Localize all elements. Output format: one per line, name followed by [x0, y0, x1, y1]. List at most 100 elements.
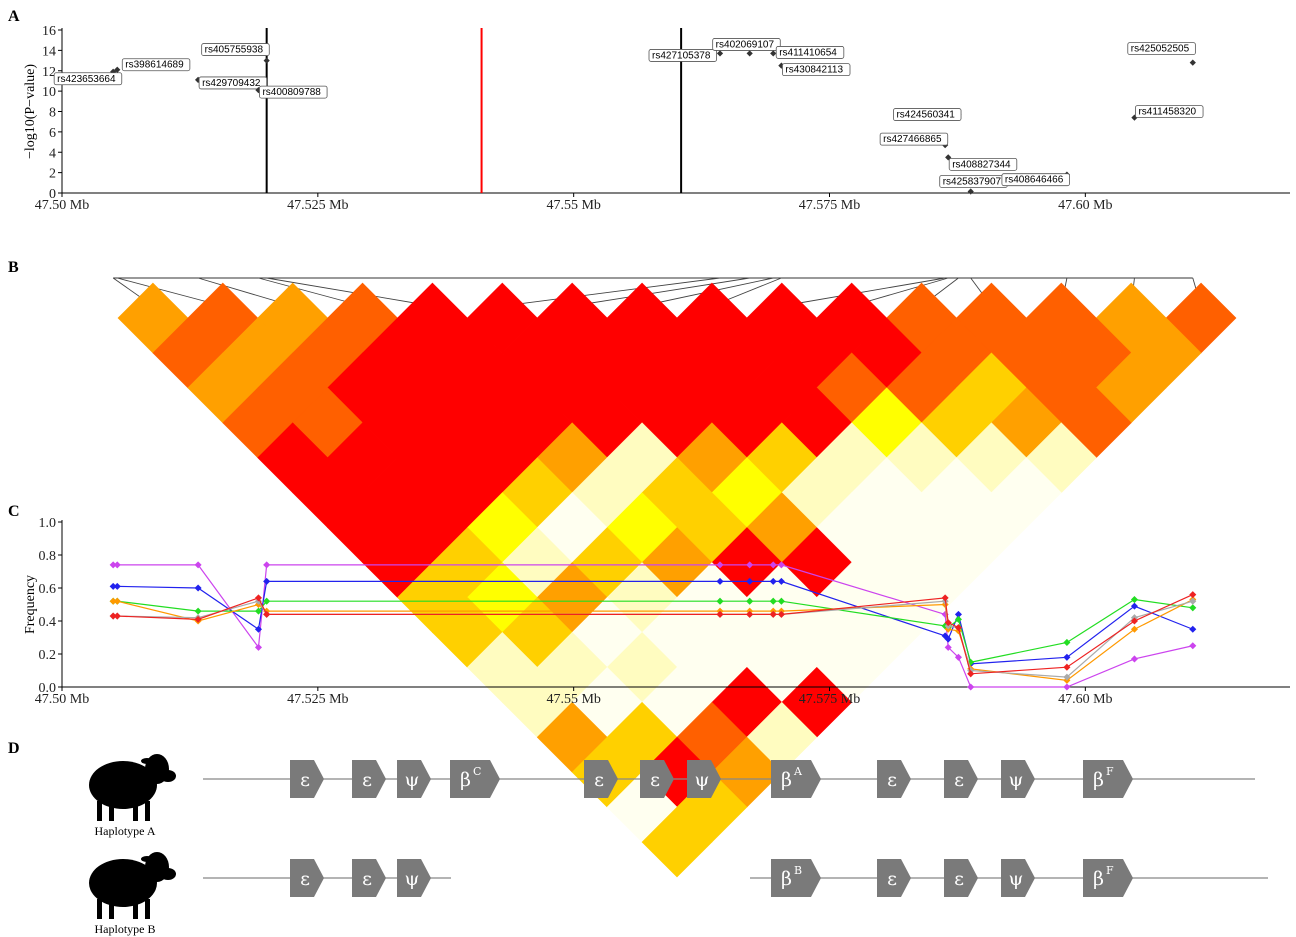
- frequency-point: [1063, 638, 1071, 646]
- frequency-point: [109, 597, 117, 605]
- y-tick-label: 8: [49, 106, 56, 121]
- frequency-point: [1130, 596, 1138, 604]
- frequency-point: [777, 597, 785, 605]
- snp-label: rs429709432: [202, 78, 261, 89]
- gene-block: [397, 760, 431, 798]
- sheep-ear: [141, 758, 153, 764]
- frequency-point: [263, 610, 271, 618]
- frequency-series-line: [113, 598, 1193, 663]
- haplotype-frequency-plot: 0.0 0.2 0.4 0.6 0.8 1.0 47.50 Mb 47.525 Mb 47.55…: [23, 516, 1290, 707]
- x-tick-label: 47.55 Mb: [546, 692, 600, 707]
- sheep-leg: [109, 899, 114, 919]
- y-axis-title: Frequency: [23, 575, 38, 634]
- sheep-leg: [133, 899, 138, 919]
- snp-label-box: [775, 46, 845, 59]
- y-tick-label: 2: [49, 167, 56, 182]
- snp-point: [770, 50, 777, 57]
- frequency-point: [769, 597, 777, 605]
- snp-label-box: [53, 72, 123, 86]
- sheep-leg: [97, 899, 102, 919]
- snp-label: rs425052505: [1131, 44, 1190, 55]
- sheep-leg: [145, 801, 150, 821]
- snp-label-box: [893, 108, 962, 121]
- gene-block: [771, 760, 821, 798]
- gene-symbol: ε: [954, 769, 964, 791]
- y-tick-label: 0.0: [39, 681, 57, 696]
- frequency-point: [113, 582, 121, 590]
- gene-symbol: ε: [300, 868, 310, 890]
- snp-point: [1189, 59, 1196, 66]
- panel-label-c: C: [8, 503, 20, 520]
- gene-symbol: ε: [650, 769, 660, 791]
- gene-block: [1001, 760, 1035, 798]
- sheep-leg: [97, 801, 102, 821]
- x-tick-label: 47.60 Mb: [1058, 198, 1112, 213]
- frequency-point: [944, 643, 952, 651]
- x-tick-label: 47.50 Mb: [35, 692, 89, 707]
- frequency-point: [777, 561, 785, 569]
- snp-label-box: [1135, 105, 1204, 119]
- y-tick-label: 12: [42, 65, 56, 80]
- gene-symbol: ε: [594, 769, 604, 791]
- frequency-point: [716, 610, 724, 618]
- snp-label-box: [648, 49, 718, 62]
- y-tick-label: 1.0: [39, 516, 57, 531]
- snp-label: rs411410654: [779, 47, 837, 58]
- sheep-leg: [145, 899, 150, 919]
- gene-block: [290, 760, 324, 798]
- y-tick-label: 6: [49, 126, 56, 141]
- sheep-leg: [109, 801, 114, 821]
- gene-block: [771, 859, 821, 897]
- snp-label-box: [259, 85, 328, 99]
- frequency-point: [716, 597, 724, 605]
- frequency-point: [263, 597, 271, 605]
- sheep-icon: [89, 754, 176, 821]
- gene-block: [1001, 859, 1035, 897]
- panel-label-d: D: [8, 740, 20, 757]
- ld-heatmap: [112, 277, 1237, 878]
- snp-label: rs423653664: [57, 74, 116, 85]
- gene-block: [450, 760, 500, 798]
- snp-label-box: [1127, 42, 1196, 55]
- snp-point: [746, 50, 753, 57]
- snp-label: rs408827344: [952, 159, 1011, 170]
- x-tick-label: 47.525 Mb: [287, 692, 348, 707]
- sheep-body: [89, 761, 157, 809]
- snp-label-box: [948, 157, 1018, 171]
- frequency-point: [1130, 655, 1138, 663]
- frequency-point: [1063, 683, 1071, 691]
- frequency-point: [954, 624, 962, 632]
- frequency-point: [113, 612, 121, 620]
- y-tick-label: 0.6: [39, 582, 57, 597]
- gene-symbol: ψ: [695, 769, 710, 791]
- frequency-point: [746, 597, 754, 605]
- snp-label-box: [712, 38, 781, 51]
- snp-label: rs425837907: [943, 176, 1002, 187]
- y-tick-label: 4: [49, 146, 56, 161]
- panel-label-a: A: [8, 8, 20, 25]
- y-tick-label: 10: [42, 85, 56, 100]
- frequency-point: [769, 577, 777, 585]
- frequency-point: [954, 610, 962, 618]
- frequency-point: [113, 561, 121, 569]
- snp-label-box: [782, 63, 851, 77]
- frequency-series-line: [113, 594, 1194, 675]
- snp-label: rs405755938: [205, 45, 264, 56]
- gene-symbol: β: [781, 868, 792, 890]
- sheep-ear: [141, 856, 153, 862]
- frequency-point: [194, 607, 202, 615]
- frequency-point: [1189, 625, 1197, 633]
- frequency-point: [954, 653, 962, 661]
- gene-symbol: ε: [954, 868, 964, 890]
- gene-block: [584, 760, 618, 798]
- snp-connector: [266, 277, 433, 307]
- frequency-point: [194, 561, 202, 569]
- panel-label-b: B: [8, 259, 19, 276]
- gene-block: [352, 859, 386, 897]
- gene-symbol: β: [781, 769, 792, 791]
- frequency-point: [777, 577, 785, 585]
- sheep-snout: [160, 770, 176, 782]
- x-tick-label: 47.575 Mb: [799, 198, 860, 213]
- snp-point: [263, 57, 270, 64]
- frequency-point: [1063, 663, 1071, 671]
